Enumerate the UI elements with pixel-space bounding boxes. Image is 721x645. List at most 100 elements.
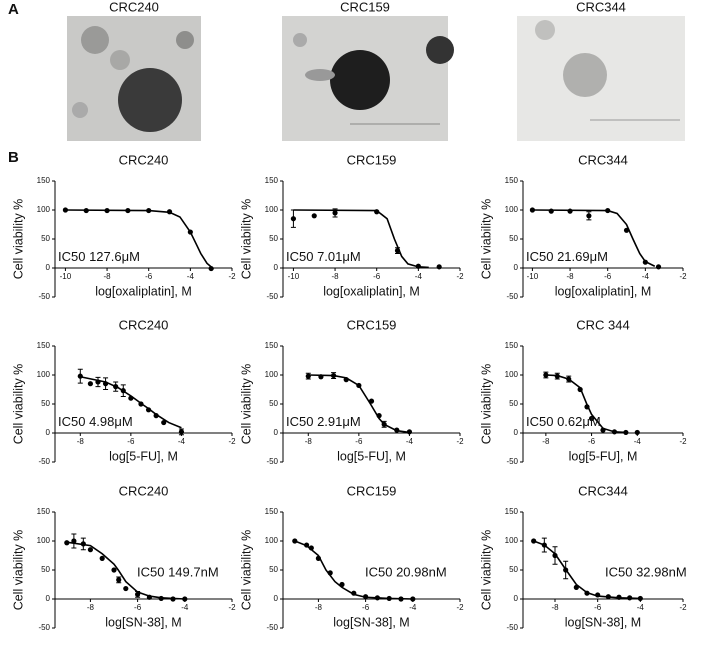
chart-title: CRC159 bbox=[347, 152, 397, 167]
y-tick-label: 150 bbox=[505, 176, 519, 185]
data-point bbox=[208, 265, 214, 272]
data-point bbox=[123, 585, 129, 592]
x-tick-label: -4 bbox=[178, 437, 186, 446]
x-tick-label: -8 bbox=[103, 272, 111, 281]
x-tick-label: -6 bbox=[588, 437, 596, 446]
data-point bbox=[311, 213, 317, 219]
x-tick-label: -8 bbox=[315, 603, 323, 612]
x-tick-label: -6 bbox=[355, 437, 363, 446]
image-title: CRC344 bbox=[576, 0, 626, 14]
x-tick-label: -6 bbox=[604, 272, 612, 281]
x-tick-label: -8 bbox=[542, 437, 550, 446]
x-tick-label: -2 bbox=[679, 603, 687, 612]
data-point bbox=[567, 208, 573, 214]
x-tick-label: -6 bbox=[373, 272, 381, 281]
y-tick-label: 0 bbox=[46, 263, 51, 272]
annotation: IC50 21.69μM bbox=[526, 249, 608, 264]
y-axis-label: Cell viability % bbox=[239, 530, 253, 611]
data-point bbox=[116, 577, 122, 583]
y-tick-label: 150 bbox=[265, 341, 279, 350]
annotation: IC50 20.98nM bbox=[365, 564, 447, 579]
y-axis-label: Cell viability % bbox=[479, 364, 493, 445]
annotation: IC50 0.62μM bbox=[526, 414, 601, 429]
data-point bbox=[87, 381, 93, 387]
image-title: CRC240 bbox=[109, 0, 159, 14]
y-tick-label: 100 bbox=[37, 536, 51, 545]
y-tick-label: 150 bbox=[37, 176, 51, 185]
x-tick-label: -2 bbox=[679, 272, 687, 281]
fit-curve bbox=[545, 374, 626, 434]
x-tick-label: -6 bbox=[362, 603, 370, 612]
x-axis-label: log[oxaliplatin], M bbox=[323, 284, 420, 298]
chart-title: CRC344 bbox=[578, 152, 628, 167]
y-tick-label: 50 bbox=[41, 399, 50, 408]
y-tick-label: 0 bbox=[46, 428, 51, 437]
y-tick-label: 50 bbox=[269, 234, 278, 243]
x-tick-label: -10 bbox=[527, 272, 539, 281]
x-tick-label: -4 bbox=[406, 437, 414, 446]
y-tick-label: 150 bbox=[505, 341, 519, 350]
data-point bbox=[77, 373, 83, 379]
y-tick-label: 50 bbox=[269, 565, 278, 574]
x-tick-label: -4 bbox=[181, 603, 189, 612]
y-tick-label: 150 bbox=[505, 507, 519, 516]
data-point bbox=[637, 595, 643, 602]
x-tick-label: -2 bbox=[456, 272, 464, 281]
x-tick-label: -2 bbox=[228, 437, 236, 446]
data-point bbox=[623, 429, 629, 436]
x-tick-label: -8 bbox=[551, 603, 559, 612]
fit-curve bbox=[294, 540, 413, 600]
y-tick-label: 100 bbox=[265, 205, 279, 214]
y-tick-label: 100 bbox=[265, 370, 279, 379]
y-tick-label: 100 bbox=[505, 370, 519, 379]
x-tick-label: -4 bbox=[187, 272, 195, 281]
chart-title: CRC240 bbox=[119, 317, 169, 332]
y-axis-label: Cell viability % bbox=[239, 364, 253, 445]
y-axis-label: Cell viability % bbox=[479, 530, 493, 611]
data-point bbox=[634, 429, 640, 436]
y-tick-label: -50 bbox=[266, 623, 278, 632]
data-point bbox=[111, 567, 117, 573]
y-tick-label: 0 bbox=[46, 594, 51, 603]
y-tick-label: -50 bbox=[266, 292, 278, 301]
y-tick-label: 50 bbox=[509, 234, 518, 243]
y-tick-label: -50 bbox=[506, 292, 518, 301]
x-tick-label: -10 bbox=[288, 272, 300, 281]
y-axis-label: Cell viability % bbox=[11, 364, 25, 445]
x-axis-label: log[5-FU], M bbox=[109, 449, 178, 463]
x-tick-label: -2 bbox=[228, 272, 236, 281]
y-tick-label: -50 bbox=[38, 292, 50, 301]
micrograph bbox=[517, 16, 685, 141]
x-tick-label: -6 bbox=[145, 272, 153, 281]
chart-title: CRC240 bbox=[119, 483, 169, 498]
x-tick-label: -8 bbox=[566, 272, 574, 281]
x-tick-label: -2 bbox=[679, 437, 687, 446]
data-point bbox=[87, 547, 93, 553]
data-point bbox=[436, 264, 442, 270]
data-point bbox=[161, 419, 167, 426]
y-tick-label: 0 bbox=[274, 263, 279, 272]
x-tick-label: -2 bbox=[456, 437, 464, 446]
data-point bbox=[332, 210, 338, 216]
y-tick-label: 50 bbox=[41, 234, 50, 243]
chart-title: CRC240 bbox=[119, 152, 169, 167]
y-tick-label: 50 bbox=[269, 399, 278, 408]
annotation: IC50 32.98nM bbox=[605, 564, 687, 579]
y-tick-label: 0 bbox=[514, 263, 519, 272]
y-axis-label: Cell viability % bbox=[239, 199, 253, 280]
x-tick-label: -4 bbox=[637, 603, 645, 612]
x-axis-label: log[5-FU], M bbox=[569, 449, 638, 463]
data-point bbox=[586, 213, 592, 219]
chart-title: CRC 344 bbox=[576, 317, 629, 332]
x-tick-label: -4 bbox=[409, 603, 417, 612]
x-tick-label: -4 bbox=[634, 437, 642, 446]
y-tick-label: 0 bbox=[514, 428, 519, 437]
data-point bbox=[178, 429, 185, 435]
y-tick-label: 0 bbox=[274, 428, 279, 437]
y-tick-label: 100 bbox=[37, 205, 51, 214]
x-axis-label: log[SN-38], M bbox=[565, 615, 641, 629]
annotation: IC50 4.98μM bbox=[58, 414, 133, 429]
x-tick-label: -6 bbox=[134, 603, 142, 612]
image-title: CRC159 bbox=[340, 0, 390, 14]
